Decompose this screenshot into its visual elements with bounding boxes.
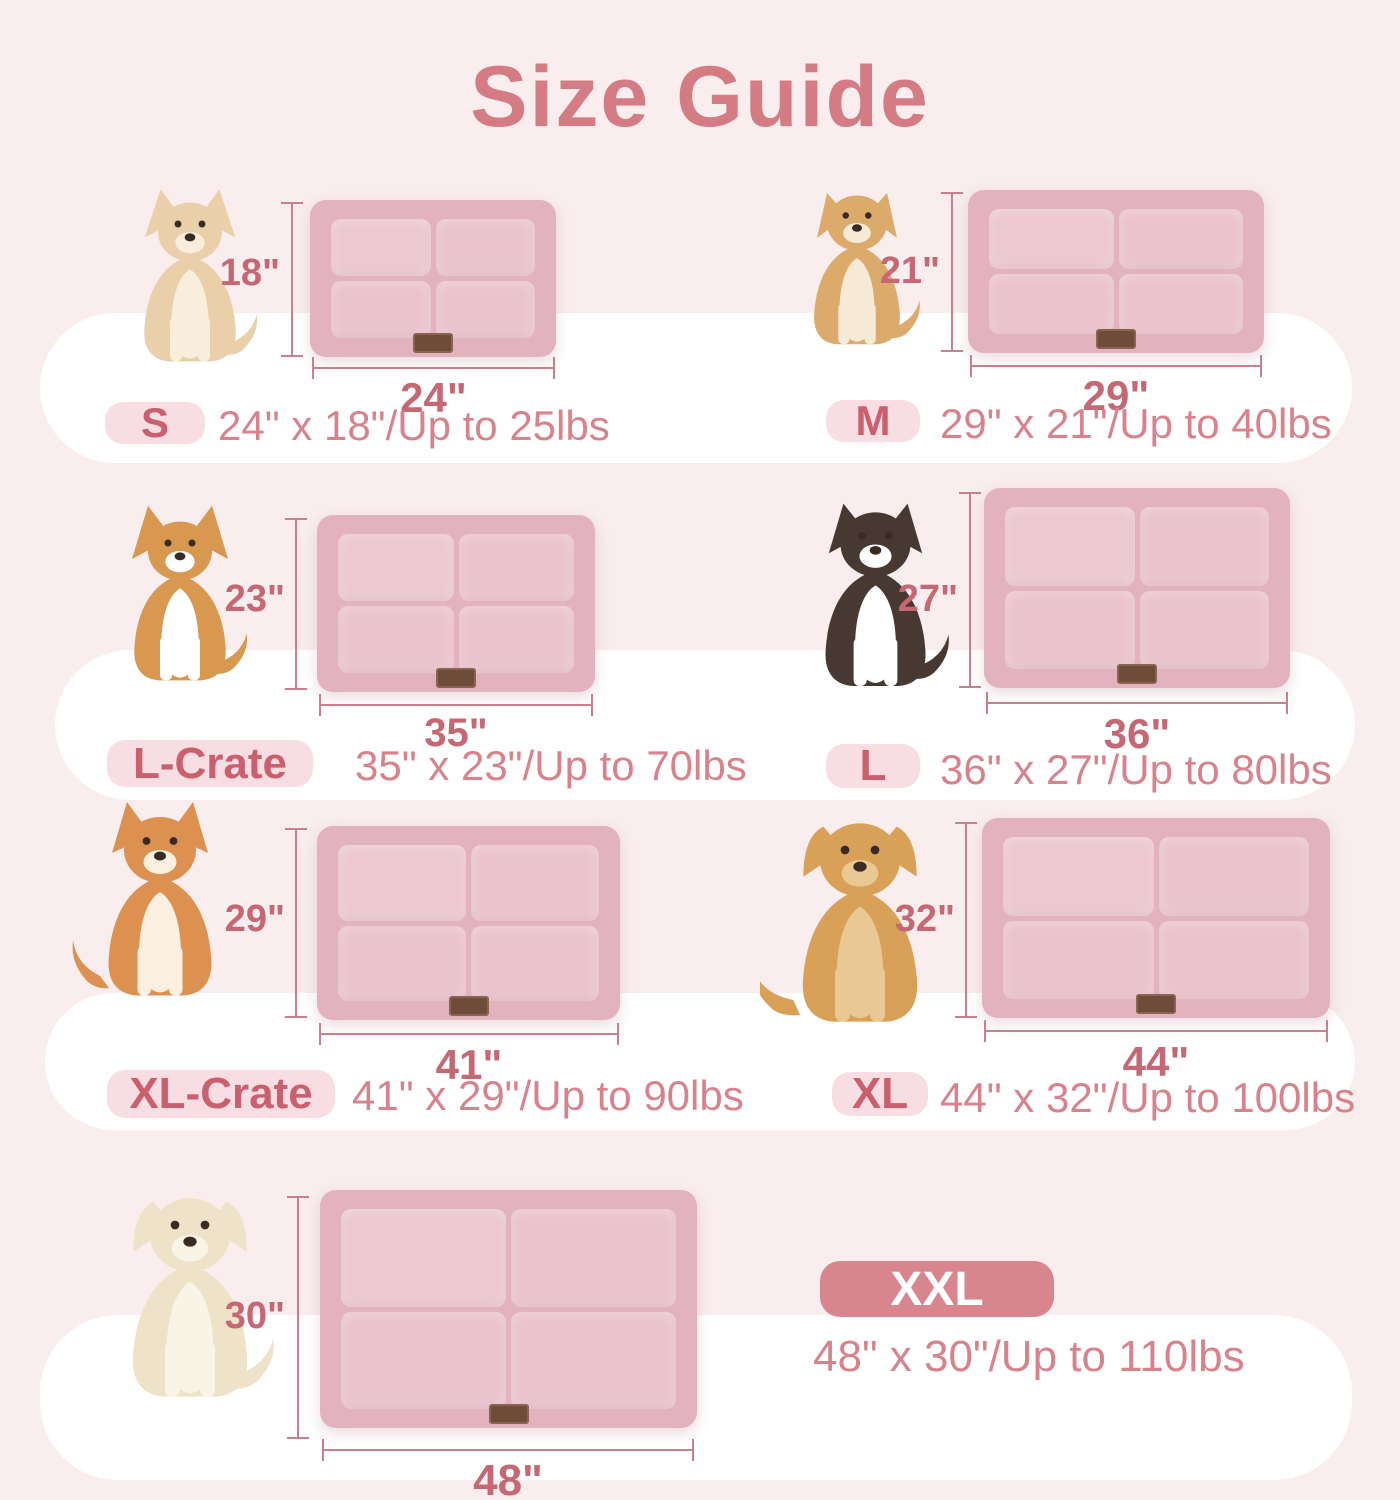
size-badge-xl-crate: XL-Crate (107, 1069, 335, 1118)
cream-golden-retriever-dog-image (90, 1135, 290, 1455)
width-dimension-line-xl (984, 1020, 1328, 1042)
width-dimension-label-m: 29" (1082, 372, 1150, 419)
height-dimension-label-xl-crate: 29" (224, 898, 285, 940)
crate-mat-image-xl-crate (317, 826, 620, 1020)
size-spec-text-xl-crate: 41" x 29"/Up to 90lbs (352, 1072, 744, 1119)
height-dimension-label-xxl: 30" (224, 1295, 285, 1337)
size-spec-text-xxl: 48" x 30"/Up to 110lbs (813, 1332, 1245, 1381)
mat-brand-tag (1117, 664, 1157, 684)
height-dimension-label-m: 21" (879, 250, 940, 292)
height-dimension-line-s (281, 202, 303, 357)
width-dimension-line-xxl (322, 1439, 694, 1461)
size-spec-text-s: 24" x 18"/Up to 25lbs (218, 402, 610, 449)
size-spec-text-xl: 44" x 32"/Up to 100lbs (940, 1074, 1356, 1121)
size-badge-s: S (105, 399, 205, 446)
crate-mat-image-l (984, 488, 1290, 688)
crate-mat-image-m (968, 190, 1264, 353)
size-badge-l: L (826, 741, 920, 790)
width-dimension-label-s: 24" (400, 374, 467, 421)
size-badge-m: M (826, 397, 920, 444)
crate-mat-image-xxl (320, 1190, 697, 1428)
crate-mat-image-s (310, 200, 556, 357)
size-spec-text-m: 29" x 21"/Up to 40lbs (940, 400, 1332, 447)
height-dimension-line-l-crate (285, 518, 307, 690)
size-badge-xl: XL (832, 1069, 928, 1118)
width-dimension-label-xxl: 48" (473, 1456, 543, 1500)
mat-brand-tag (1096, 329, 1136, 349)
corgi-dog-image (100, 485, 260, 713)
height-dimension-line-xxl (287, 1196, 309, 1439)
page-title: Size Guide (470, 49, 930, 145)
width-dimension-label-l-crate: 35" (424, 711, 488, 755)
width-dimension-line-xl-crate (319, 1023, 619, 1045)
mat-brand-tag (448, 996, 489, 1016)
mat-brand-tag (436, 668, 476, 688)
mat-brand-tag (1136, 994, 1176, 1014)
mat-brand-tag (488, 1404, 529, 1424)
havanese-puppy-dog-image (782, 168, 932, 368)
height-dimension-label-xl: 32" (894, 898, 955, 940)
width-dimension-line-m (970, 355, 1262, 377)
size-spec-text-l-crate: 35" x 23"/Up to 70lbs (355, 742, 747, 789)
height-dimension-line-l (959, 492, 981, 688)
crate-mat-image-l-crate (317, 515, 595, 692)
chihuahua-dog-image (110, 185, 270, 375)
width-dimension-line-l-crate (319, 694, 593, 716)
width-dimension-label-l: 36" (1103, 710, 1171, 757)
height-dimension-line-xl (955, 822, 977, 1018)
height-dimension-line-xl-crate (285, 828, 307, 1018)
size-badge-l-crate: L-Crate (107, 739, 313, 788)
size-badge-xxl: XXL (820, 1261, 1054, 1317)
golden-retriever-dog-image (752, 800, 960, 1040)
width-dimension-label-xl: 44" (1122, 1038, 1190, 1085)
width-dimension-line-l (986, 692, 1288, 714)
height-dimension-label-l-crate: 23" (224, 578, 285, 620)
crate-mat-image-xl (982, 818, 1330, 1018)
height-dimension-label-s: 18" (219, 252, 280, 294)
border-collie-dog-image (788, 482, 963, 712)
height-dimension-label-l: 27" (897, 578, 958, 620)
shiba-inu-dog-image (70, 793, 250, 1015)
size-spec-text-l: 36" x 27"/Up to 80lbs (940, 746, 1332, 793)
width-dimension-line-s (312, 357, 555, 379)
width-dimension-label-xl-crate: 41" (435, 1041, 503, 1088)
mat-brand-tag (413, 333, 453, 353)
height-dimension-line-m (941, 192, 963, 352)
